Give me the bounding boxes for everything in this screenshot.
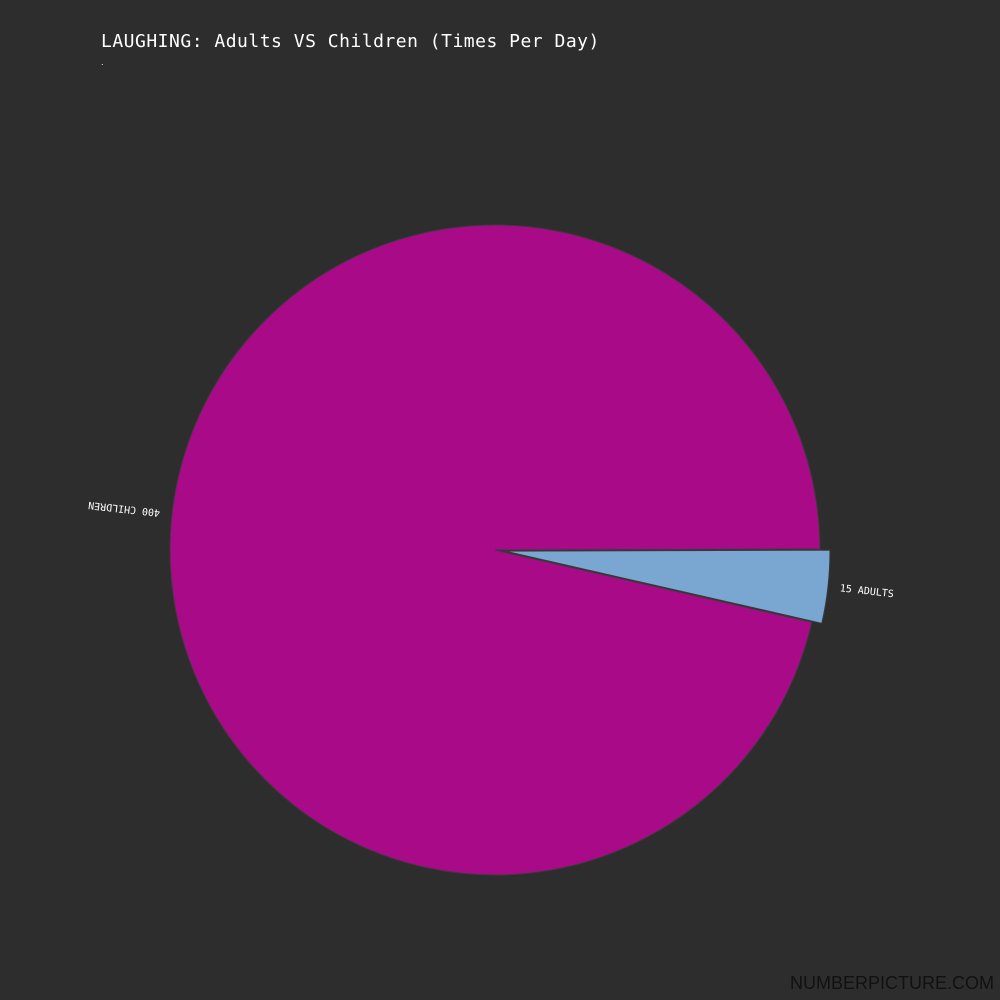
pie-slice-adults [504, 549, 831, 624]
pie-label-children: 400 CHILDREN [88, 499, 161, 518]
pie-label-adults: 15 ADULTS [839, 583, 894, 600]
chart-title: LAUGHING: Adults VS Children (Times Per … [101, 31, 600, 52]
pie-slice-children [169, 224, 821, 876]
chart-subtitle: . [101, 58, 104, 67]
watermark: NUMBERPICTURE.COM [789, 973, 994, 993]
